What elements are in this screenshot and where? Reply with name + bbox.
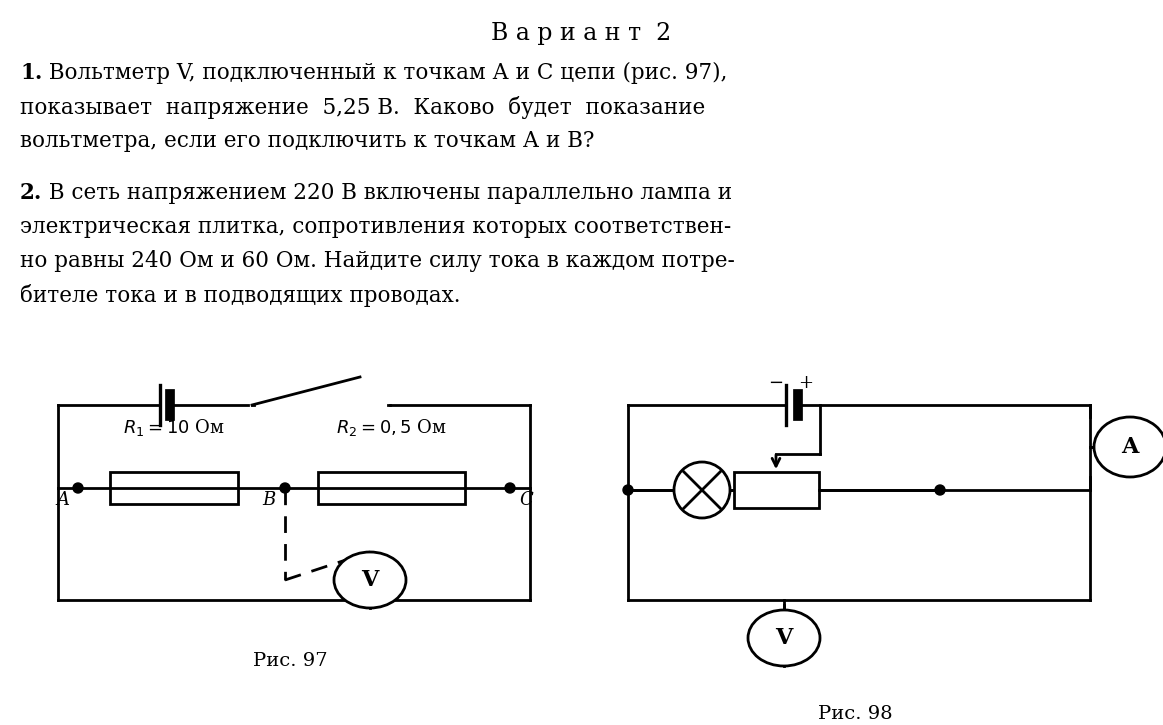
Bar <box>734 472 819 508</box>
Text: V: V <box>362 569 379 591</box>
Text: Рис. 97: Рис. 97 <box>252 652 327 670</box>
Text: Рис. 98: Рис. 98 <box>818 705 892 723</box>
Ellipse shape <box>1094 417 1163 477</box>
Text: бителе тока и в подводящих проводах.: бителе тока и в подводящих проводах. <box>20 284 461 307</box>
Text: +: + <box>799 374 813 392</box>
Text: A: A <box>56 491 69 509</box>
Text: но равны 240 Ом и 60 Ом. Найдите силу тока в каждом потре-: но равны 240 Ом и 60 Ом. Найдите силу то… <box>20 250 735 272</box>
Text: Вольтметр V, подключенный к точкам А и С цепи (рис. 97),: Вольтметр V, подключенный к точкам А и С… <box>42 62 727 84</box>
Text: показывает  напряжение  5,25 В.  Каково  будет  показание: показывает напряжение 5,25 В. Каково буд… <box>20 96 705 119</box>
Text: −: − <box>769 374 784 392</box>
Text: вольтметра, если его подключить к точкам А и В?: вольтметра, если его подключить к точкам… <box>20 130 594 152</box>
Text: электрическая плитка, сопротивления которых соответствен-: электрическая плитка, сопротивления кото… <box>20 216 732 238</box>
Text: A: A <box>1121 436 1139 458</box>
Text: B: B <box>263 491 276 509</box>
Text: V: V <box>776 627 793 649</box>
Bar <box>110 472 238 504</box>
Text: 1.: 1. <box>20 62 42 84</box>
Text: 2.: 2. <box>20 182 42 204</box>
Circle shape <box>73 483 83 493</box>
Circle shape <box>505 483 515 493</box>
Text: В сеть напряжением 220 В включены параллельно лампа и: В сеть напряжением 220 В включены паралл… <box>42 182 733 204</box>
Ellipse shape <box>334 552 406 608</box>
Text: $R_1 = 10$ Ом: $R_1 = 10$ Ом <box>123 417 224 438</box>
Text: $R_2 = 0,5$ Ом: $R_2 = 0,5$ Ом <box>336 417 448 438</box>
Ellipse shape <box>748 610 820 666</box>
Circle shape <box>280 483 290 493</box>
Text: C: C <box>519 491 533 509</box>
Circle shape <box>935 485 946 495</box>
Circle shape <box>623 485 633 495</box>
Text: В а р и а н т  2: В а р и а н т 2 <box>491 22 671 45</box>
Bar <box>317 472 465 504</box>
Circle shape <box>675 462 730 518</box>
